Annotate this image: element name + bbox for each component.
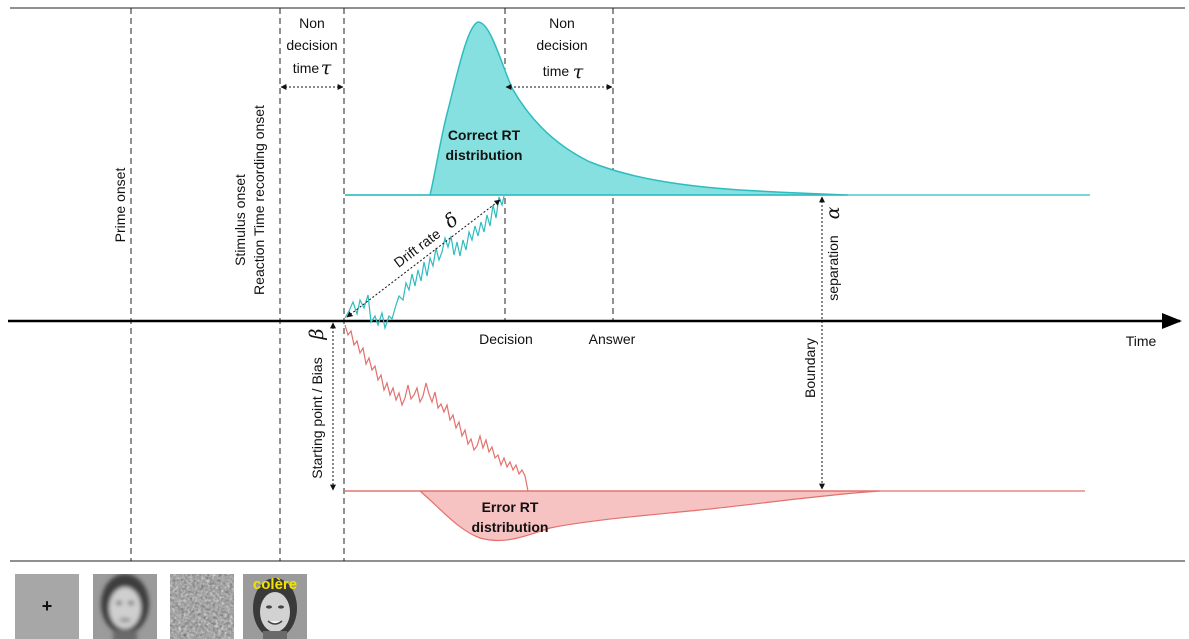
decision-label: Decision — [479, 331, 533, 347]
stimulus-onset-label: Stimulus onset — [232, 174, 248, 266]
emotion-word: colère — [252, 576, 298, 593]
non-decision-right-line2: decision — [536, 37, 587, 53]
separation-label: separation — [825, 235, 841, 300]
correct-rt-label-line2: distribution — [446, 147, 523, 163]
correct-rt-distribution — [345, 21, 849, 196]
non-decision-right-line3: time — [543, 63, 570, 79]
boundary-label: Boundary — [802, 338, 818, 398]
answer-label: Answer — [589, 331, 636, 347]
fixation-cross: + — [41, 596, 53, 616]
tau-symbol-right: τ — [573, 61, 584, 83]
tau-symbol-left: τ — [321, 57, 332, 79]
noise-mask-image — [170, 574, 234, 639]
blurred-face-image — [93, 574, 157, 639]
non-decision-left-line1: Non — [299, 15, 325, 31]
time-label: Time — [1126, 333, 1157, 349]
target-face-thumbnail: colère — [243, 574, 307, 639]
beta-symbol: β — [306, 328, 328, 340]
starting-point-label: Starting point / Bias — [309, 357, 325, 478]
correct-rt-label-line1: Correct RT — [448, 127, 521, 143]
non-decision-left-line3: time — [293, 60, 320, 76]
mask-noise-thumbnail — [170, 574, 234, 639]
error-random-walk — [344, 324, 529, 492]
error-rt-label-line1: Error RT — [482, 499, 539, 515]
drift-rate-arrow — [346, 199, 501, 318]
error-rt-label-line2: distribution — [472, 519, 549, 535]
face-image — [243, 574, 307, 639]
prime-onset-label: Prime onset — [112, 168, 128, 243]
non-decision-right-line1: Non — [549, 15, 575, 31]
delta-symbol: δ — [440, 208, 462, 232]
rt-recording-onset-label: Reaction Time recording onset — [251, 105, 267, 295]
error-rt-distribution — [345, 490, 881, 542]
alpha-symbol: α — [822, 206, 844, 219]
non-decision-left-line2: decision — [286, 37, 337, 53]
correct-random-walk — [344, 195, 505, 331]
prime-face-thumbnail — [93, 574, 157, 639]
fixation-cross-thumbnail: + — [15, 574, 79, 639]
